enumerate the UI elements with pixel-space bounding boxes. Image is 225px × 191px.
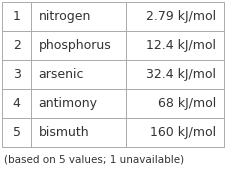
- Text: (based on 5 values; 1 unavailable): (based on 5 values; 1 unavailable): [4, 155, 184, 164]
